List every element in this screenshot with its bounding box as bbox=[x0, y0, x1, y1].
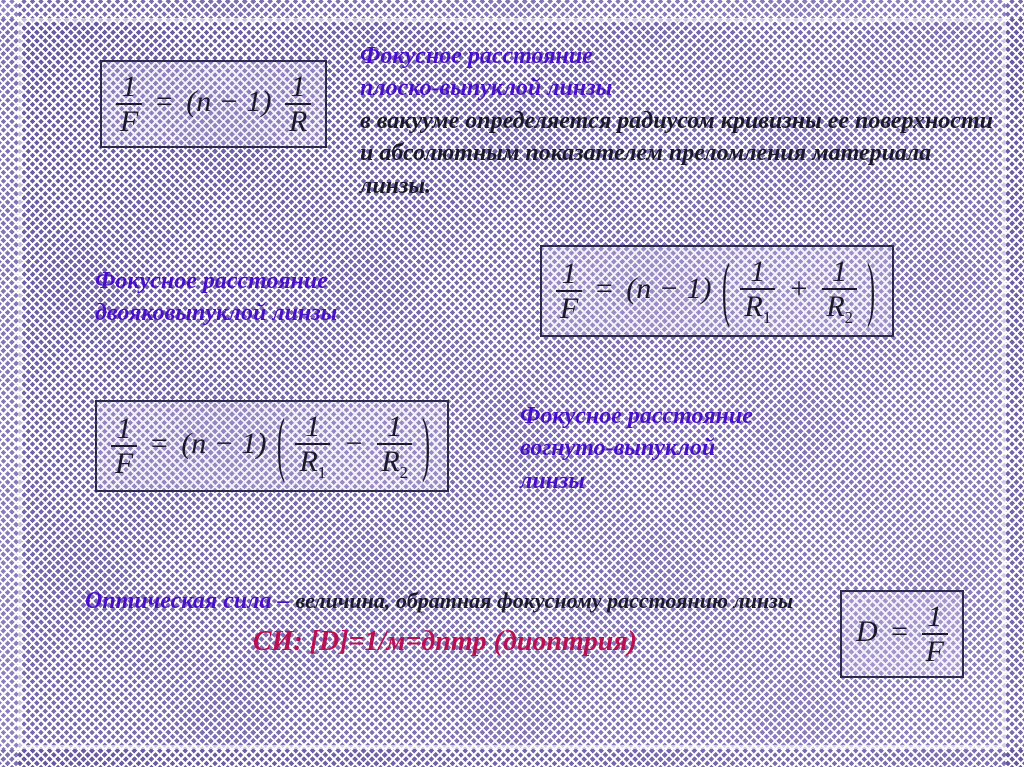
formula-biconvex: 1F = (n − 1) ( 1R1 + 1R2 ) bbox=[540, 245, 894, 337]
heading-3-line2: вогнуто-выпуклой bbox=[520, 435, 715, 461]
f3-r2-sub: 2 bbox=[400, 463, 408, 482]
heading-3-line1: Фокусное расстояние bbox=[520, 403, 753, 429]
lparen2-icon: ( bbox=[277, 405, 285, 487]
f2-lhs-num: 1 bbox=[556, 257, 582, 292]
f3-r1-den: R bbox=[299, 445, 317, 478]
text-planoconvex: Фокусное расстояние плоско-выпуклой линз… bbox=[360, 40, 1000, 202]
text-concave-convex: Фокусное расстояние вогнуто-выпуклой лин… bbox=[520, 400, 920, 497]
heading-4: Оптическая сила – bbox=[85, 588, 296, 614]
f2-r2-num: 1 bbox=[822, 255, 857, 290]
f2-r2-sub: 2 bbox=[845, 308, 853, 327]
text-biconvex: Фокусное расстояние двояковыпуклой линзы bbox=[95, 265, 495, 330]
heading-2-line1: Фокусное расстояние bbox=[95, 268, 328, 294]
f1-lhs-den: F bbox=[116, 105, 142, 138]
f2-lhs-den: F bbox=[556, 292, 582, 325]
f1-lhs-num: 1 bbox=[116, 70, 142, 105]
si-units: СИ: [D]=1/м=дптр (диоптрия) bbox=[253, 626, 637, 657]
f3-r1-num: 1 bbox=[295, 410, 330, 445]
f1-rhs-den: R bbox=[285, 105, 311, 138]
f2-mid: (n − 1) bbox=[626, 272, 711, 305]
heading-1-line1: Фокусное расстояние bbox=[360, 43, 593, 69]
f3-lhs-num: 1 bbox=[111, 412, 137, 447]
rparen2-icon: ) bbox=[422, 405, 430, 487]
f3-op: − bbox=[344, 427, 364, 460]
f3-lhs-den: F bbox=[111, 447, 137, 480]
f3-r1-sub: 1 bbox=[318, 463, 326, 482]
f3-eq: = bbox=[151, 427, 168, 460]
formula-planoconvex: 1F = (n − 1) 1R bbox=[100, 60, 327, 148]
formula-concave-convex: 1F = (n − 1) ( 1R1 − 1R2 ) bbox=[95, 400, 449, 492]
body-1: в вакууме определяется радиусом кривизны… bbox=[360, 108, 993, 199]
text-optical-power: Оптическая сила – величина, обратная фок… bbox=[85, 585, 805, 661]
f3-r2-num: 1 bbox=[377, 410, 412, 445]
f4-rhs-num: 1 bbox=[922, 600, 948, 635]
f2-r1-sub: 1 bbox=[763, 308, 771, 327]
heading-3-line3: линзы bbox=[520, 468, 585, 494]
f1-eq: = bbox=[156, 85, 173, 118]
f1-rhs-num: 1 bbox=[285, 70, 311, 105]
f2-op: + bbox=[789, 272, 809, 305]
f3-r2-den: R bbox=[381, 445, 399, 478]
lparen-icon: ( bbox=[722, 250, 730, 332]
formula-optical-power: D = 1F bbox=[840, 590, 964, 678]
f1-mid: (n − 1) bbox=[186, 85, 271, 118]
slide-content: 1F = (n − 1) 1R Фокусное расстояние плос… bbox=[30, 30, 994, 737]
f2-r2-den: R bbox=[826, 290, 844, 323]
body-4: величина, обратная фокусному расстоянию … bbox=[296, 588, 794, 613]
f4-rhs-den: F bbox=[922, 635, 948, 668]
heading-2-line2: двояковыпуклой линзы bbox=[95, 300, 337, 326]
heading-1-line2: плоско-выпуклой линзы bbox=[360, 75, 612, 101]
rparen-icon: ) bbox=[867, 250, 875, 332]
f2-eq: = bbox=[596, 272, 613, 305]
f2-r1-den: R bbox=[744, 290, 762, 323]
f2-r1-num: 1 bbox=[740, 255, 775, 290]
f3-mid: (n − 1) bbox=[181, 427, 266, 460]
f4-eq: = bbox=[891, 615, 908, 648]
f4-lhs: D bbox=[856, 615, 878, 648]
